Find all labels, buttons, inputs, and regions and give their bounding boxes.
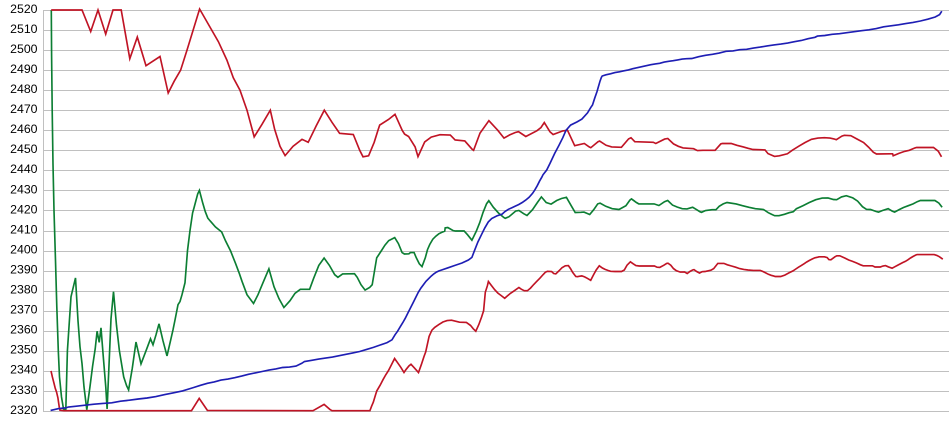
- svg-text:2420: 2420: [10, 202, 38, 216]
- svg-text:2470: 2470: [10, 102, 38, 116]
- svg-text:2440: 2440: [10, 162, 38, 176]
- svg-text:2320: 2320: [10, 403, 38, 417]
- svg-text:2390: 2390: [10, 262, 38, 276]
- svg-text:2500: 2500: [10, 42, 38, 56]
- svg-text:2460: 2460: [10, 122, 38, 136]
- svg-text:2330: 2330: [10, 383, 38, 397]
- svg-text:2490: 2490: [10, 62, 38, 76]
- svg-text:2430: 2430: [10, 182, 38, 196]
- svg-text:2450: 2450: [10, 142, 38, 156]
- svg-text:2370: 2370: [10, 303, 38, 317]
- svg-text:2350: 2350: [10, 343, 38, 357]
- svg-text:2510: 2510: [10, 22, 38, 36]
- svg-text:2410: 2410: [10, 222, 38, 236]
- svg-text:2400: 2400: [10, 242, 38, 256]
- svg-text:2360: 2360: [10, 323, 38, 337]
- svg-text:2480: 2480: [10, 82, 38, 96]
- svg-text:2520: 2520: [10, 2, 38, 16]
- svg-text:2340: 2340: [10, 363, 38, 377]
- svg-text:2380: 2380: [10, 283, 38, 297]
